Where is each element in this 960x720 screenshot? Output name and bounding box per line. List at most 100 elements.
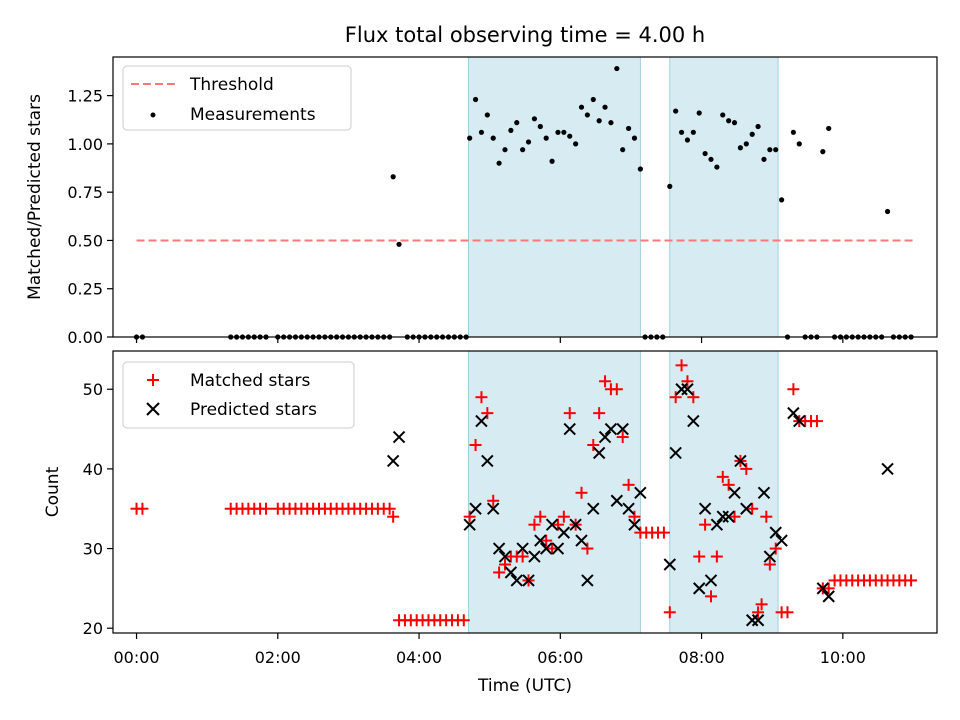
measurement-point xyxy=(490,135,496,141)
predicted-star-point xyxy=(681,383,694,396)
measurement-point xyxy=(508,127,514,133)
matched-star-point xyxy=(540,534,553,547)
observing-window-1 xyxy=(468,56,641,338)
predicted-star-point xyxy=(528,550,541,563)
matched-star-point xyxy=(463,510,476,523)
matched-star-point xyxy=(681,375,694,388)
top-x-ticks xyxy=(135,337,844,343)
top-y-axis: 0.00 0.25 0.50 0.75 1.00 1.25 xyxy=(67,87,113,347)
bottom-y-axis-label: Count xyxy=(43,466,63,517)
matched-star-point xyxy=(622,478,635,491)
predicted-star-point xyxy=(504,566,518,579)
predicted-star-point xyxy=(622,502,635,515)
measurement-point xyxy=(578,104,585,110)
matched-star-point xyxy=(746,502,759,515)
measurement-point xyxy=(731,120,738,126)
predicted-star-point xyxy=(663,558,676,571)
predicted-star-point xyxy=(716,510,729,523)
predicted-star-point xyxy=(822,590,835,603)
top-plot-frame xyxy=(112,56,938,338)
chart-title: Flux total observing time = 4.00 h xyxy=(345,23,705,47)
matched-star-point xyxy=(663,606,676,619)
predicted-star-point xyxy=(516,542,529,555)
matched-star-point xyxy=(481,407,494,420)
measurement-point xyxy=(478,129,485,135)
matched-star-point xyxy=(387,510,400,523)
measurement-point xyxy=(637,166,643,172)
predicted-star-point xyxy=(693,582,706,595)
bottom-observing-windows xyxy=(468,350,779,634)
predicted-star-point xyxy=(492,542,506,555)
bottom-plot-frame xyxy=(112,350,938,634)
matched-star-point xyxy=(487,494,500,507)
measurement-point xyxy=(631,135,638,141)
predicted-star-point xyxy=(816,582,830,595)
measurement-point xyxy=(573,141,579,147)
x-tick-label: 04:00 xyxy=(396,648,442,667)
measurement-point xyxy=(543,135,549,141)
measurement-point xyxy=(561,129,567,135)
measurement-point xyxy=(884,208,891,215)
measurement-point xyxy=(602,104,608,110)
predicted-star-point xyxy=(487,502,500,515)
measurement-point xyxy=(525,139,532,145)
predicted-star-point xyxy=(469,502,482,515)
matched-star-point xyxy=(575,486,588,499)
measurement-point xyxy=(514,120,520,126)
measurement-point xyxy=(555,129,561,135)
measurement-point xyxy=(726,118,732,124)
measurement-point xyxy=(773,147,779,153)
matched-star-point xyxy=(810,415,823,428)
measurement-point xyxy=(584,112,590,118)
predicted-star-point xyxy=(757,486,771,500)
predicted-star-point xyxy=(481,454,494,468)
matched-star-point xyxy=(722,478,735,491)
predicted-star-point xyxy=(634,486,647,500)
bottom-y-tick-label: 20 xyxy=(83,619,103,638)
measurement-point xyxy=(790,129,796,135)
predicted-star-point xyxy=(763,550,777,563)
predicted-star-point xyxy=(463,518,476,531)
matched-star-point xyxy=(781,606,794,619)
matched-legend-label: Matched stars xyxy=(190,371,310,391)
predicted-star-point xyxy=(498,550,512,563)
predicted-star-point xyxy=(722,510,735,523)
matched-star-point xyxy=(728,510,741,523)
measurement-point xyxy=(708,156,714,162)
measurement-point xyxy=(749,131,755,137)
predicted-star-point xyxy=(775,534,788,547)
predicted-star-point xyxy=(563,422,576,436)
matched-star-point xyxy=(699,518,712,531)
measurement-point xyxy=(743,141,749,147)
measurement-point xyxy=(667,183,673,189)
matched-star-point xyxy=(469,439,482,451)
observing-window-2 xyxy=(669,56,779,338)
predicted-star-point xyxy=(610,494,624,507)
matched-star-point xyxy=(710,550,723,563)
predicted-star-point xyxy=(592,446,606,460)
top-legend-box xyxy=(122,65,352,131)
matched-star-point xyxy=(716,470,729,483)
matched-star-point xyxy=(752,606,765,619)
predicted-star-point xyxy=(598,430,612,444)
matched-star-point xyxy=(551,518,564,531)
measurement-point xyxy=(390,174,396,180)
predicted-star-point xyxy=(569,518,582,531)
matched-star-point xyxy=(704,590,717,603)
x-tick-label: 02:00 xyxy=(255,648,301,667)
matched-star-point xyxy=(557,510,570,523)
matched-star-point xyxy=(383,502,396,515)
x-tick-label: 00:00 xyxy=(113,648,159,667)
matched-star-point xyxy=(563,407,576,420)
measurement-point xyxy=(531,116,538,122)
matched-star-point xyxy=(498,558,511,571)
measurement-point xyxy=(678,129,685,135)
matched-star-point xyxy=(693,550,706,563)
x-tick-label: 10:00 xyxy=(820,648,866,667)
predicted-legend-symbol xyxy=(146,402,160,416)
matched-star-point xyxy=(657,526,670,539)
measurement-point xyxy=(549,158,555,164)
predicted-star-point xyxy=(510,574,523,587)
predicted-star-point xyxy=(557,526,571,539)
